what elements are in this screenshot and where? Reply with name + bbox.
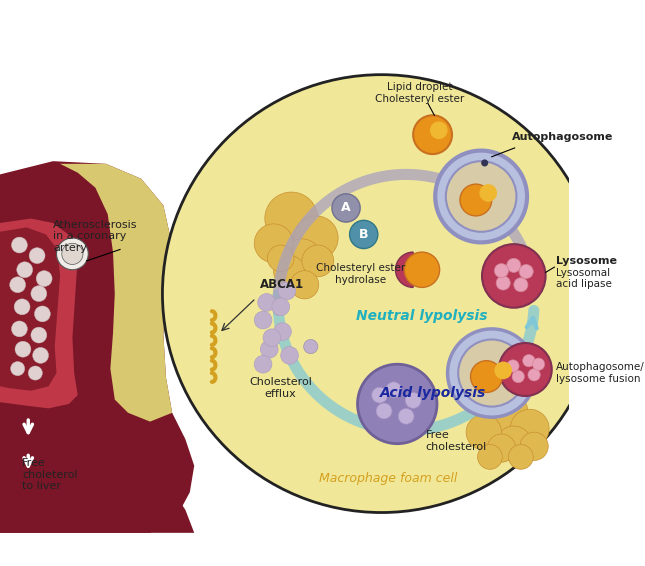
Circle shape (508, 444, 533, 469)
Circle shape (31, 327, 47, 343)
Circle shape (163, 75, 600, 513)
Circle shape (254, 355, 272, 373)
Circle shape (263, 329, 281, 346)
Circle shape (12, 237, 27, 253)
Circle shape (430, 122, 448, 139)
Circle shape (514, 278, 528, 292)
Circle shape (446, 161, 517, 232)
Circle shape (294, 216, 338, 260)
Circle shape (10, 362, 25, 376)
Circle shape (28, 366, 43, 380)
Text: Neutral lypolysis: Neutral lypolysis (356, 308, 488, 323)
Circle shape (350, 220, 378, 248)
Circle shape (496, 426, 531, 461)
Circle shape (62, 243, 83, 264)
Circle shape (522, 354, 535, 367)
Circle shape (520, 432, 548, 461)
Text: B: B (359, 228, 368, 241)
Circle shape (261, 340, 278, 358)
Text: Acid lypolysis: Acid lypolysis (379, 387, 486, 400)
Wedge shape (395, 252, 413, 288)
Circle shape (466, 414, 501, 450)
Circle shape (332, 194, 360, 222)
Circle shape (14, 299, 30, 315)
Circle shape (499, 343, 551, 396)
Circle shape (477, 444, 502, 469)
Text: ABCA1: ABCA1 (261, 278, 304, 291)
Circle shape (10, 277, 26, 293)
Circle shape (494, 362, 512, 379)
Circle shape (479, 388, 528, 438)
Circle shape (31, 286, 47, 302)
Circle shape (479, 184, 497, 202)
Circle shape (34, 306, 50, 322)
Circle shape (272, 298, 290, 316)
Circle shape (258, 294, 275, 311)
Polygon shape (60, 164, 172, 422)
Text: Free
choleterol
to liver: Free choleterol to liver (22, 458, 77, 491)
Circle shape (17, 262, 33, 278)
Circle shape (254, 224, 293, 263)
Circle shape (254, 311, 272, 329)
Circle shape (458, 340, 525, 406)
Polygon shape (0, 161, 194, 533)
Circle shape (448, 329, 536, 417)
Circle shape (33, 348, 48, 363)
Circle shape (435, 151, 527, 242)
Circle shape (36, 271, 52, 286)
Circle shape (512, 370, 524, 383)
Circle shape (482, 244, 546, 308)
Circle shape (405, 392, 421, 408)
Text: Free
cholesterol: Free cholesterol (426, 430, 487, 452)
Text: Lysosomal
acid lipase: Lysosomal acid lipase (556, 268, 612, 289)
Circle shape (273, 256, 306, 288)
Circle shape (302, 245, 333, 277)
Circle shape (481, 160, 488, 166)
Text: Autophagosome: Autophagosome (512, 132, 613, 142)
Text: Autophagosome/
lysosome fusion: Autophagosome/ lysosome fusion (556, 362, 645, 384)
Circle shape (510, 409, 549, 448)
Circle shape (12, 321, 27, 337)
Text: A: A (341, 201, 351, 215)
Circle shape (357, 364, 437, 444)
Circle shape (29, 248, 45, 264)
Polygon shape (0, 218, 77, 408)
Polygon shape (0, 404, 194, 533)
Circle shape (57, 238, 88, 270)
Circle shape (460, 184, 491, 216)
Text: Cholesterol
efflux: Cholesterol efflux (250, 378, 312, 399)
Circle shape (268, 245, 294, 272)
Circle shape (519, 264, 533, 278)
Circle shape (372, 387, 388, 403)
Circle shape (496, 276, 510, 290)
Circle shape (507, 258, 521, 272)
Circle shape (532, 358, 544, 370)
Circle shape (528, 368, 541, 381)
Circle shape (273, 323, 292, 340)
Text: Macrophage foam cell: Macrophage foam cell (319, 473, 457, 486)
Circle shape (494, 264, 508, 278)
Circle shape (488, 434, 515, 462)
Text: Cholesteryl ester
hydrolase: Cholesteryl ester hydrolase (315, 263, 405, 285)
Circle shape (404, 252, 440, 288)
Circle shape (290, 271, 319, 299)
Polygon shape (0, 228, 60, 391)
Circle shape (376, 403, 392, 419)
Circle shape (265, 192, 318, 245)
Circle shape (413, 115, 452, 154)
Text: Lipid droplet
Cholesteryl ester: Lipid droplet Cholesteryl ester (375, 82, 464, 104)
Circle shape (471, 361, 502, 392)
Text: Lysosome: Lysosome (556, 256, 617, 266)
Circle shape (283, 239, 321, 278)
Circle shape (304, 340, 318, 354)
Circle shape (386, 382, 402, 398)
Circle shape (507, 360, 519, 372)
Circle shape (278, 282, 296, 300)
Circle shape (281, 346, 299, 364)
Text: Atherosclerosis
in a coronary
artery: Atherosclerosis in a coronary artery (53, 220, 137, 253)
Circle shape (15, 341, 31, 357)
Circle shape (398, 408, 414, 424)
